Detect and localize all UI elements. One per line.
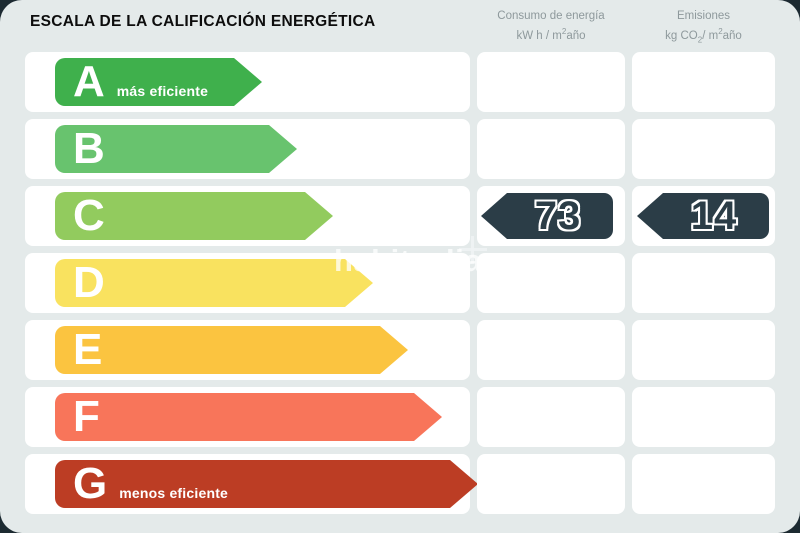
rating-letter-g: G [73,459,108,508]
consumo-cell-e [477,320,625,380]
consumption-value-arrow: 73 [481,193,613,239]
scale-cell-c: C [25,186,470,246]
page-title: ESCALA DE LA CALIFICACIÓN ENERGÉTICA [30,13,376,30]
rating-letter-f: F [73,392,100,441]
consumo-cell-f [477,387,625,447]
rating-arrow-f: F [55,393,442,441]
watermark-cross-icon [471,236,474,264]
emissions-value: 14 [690,193,738,238]
emisiones-label: Emisiones [676,10,731,22]
scale-row-e: E [0,320,800,380]
rating-letter-e: E [73,325,103,374]
scale-row-a: A más eficiente [0,52,800,112]
emisiones-cell-g [632,454,775,514]
scale-cell-a: A más eficiente [25,52,470,112]
scale-row-f: F [0,387,800,447]
rating-arrow-c: C [55,192,333,240]
consumption-value: 73 [534,193,582,238]
scale-cell-f: F [25,387,470,447]
scale-cell-g: G menos eficiente [25,454,470,514]
rating-arrow-g: G menos eficiente [55,460,478,508]
emisiones-cell-a [632,52,775,112]
column-header-emisiones: Emisiones kg CO2/ m2año [632,9,775,47]
scale-row-b: B [0,119,800,179]
scale-row-g: G menos eficiente [0,454,800,514]
emisiones-unit: kg CO2/ m2año [665,27,742,45]
rating-sublabel-g: menos eficiente [119,485,229,501]
scale-cell-d: D [25,253,470,313]
watermark: habitaclia [334,243,482,278]
consumo-cell-g [477,454,625,514]
rating-sublabel-a: más eficiente [116,83,209,99]
consumo-cell-b [477,119,625,179]
rating-arrow-e: E [55,326,408,374]
scale-cell-e: E [25,320,470,380]
consumo-cell-a [477,52,625,112]
rating-arrow-b: B [55,125,297,173]
column-header-consumo: Consumo de energía kW h / m2año [477,9,625,44]
consumo-label: Consumo de energía [497,10,605,22]
rating-letter-a: A [73,57,105,106]
scale-row-c: C 73 14 [0,186,800,246]
scale-cell-b: B [25,119,470,179]
emisiones-cell-e [632,320,775,380]
rating-arrow-a: A más eficiente [55,58,262,106]
rating-arrow-d: D [55,259,373,307]
consumo-cell-d [477,253,625,313]
emisiones-cell-b [632,119,775,179]
scale-row-d: D [0,253,800,313]
rating-letter-c: C [73,191,105,240]
emisiones-cell-f [632,387,775,447]
consumo-unit: kW h / m2año [516,27,586,42]
emisiones-cell-d [632,253,775,313]
rating-letter-d: D [73,258,105,307]
emissions-value-arrow: 14 [637,193,769,239]
rating-letter-b: B [73,124,105,173]
